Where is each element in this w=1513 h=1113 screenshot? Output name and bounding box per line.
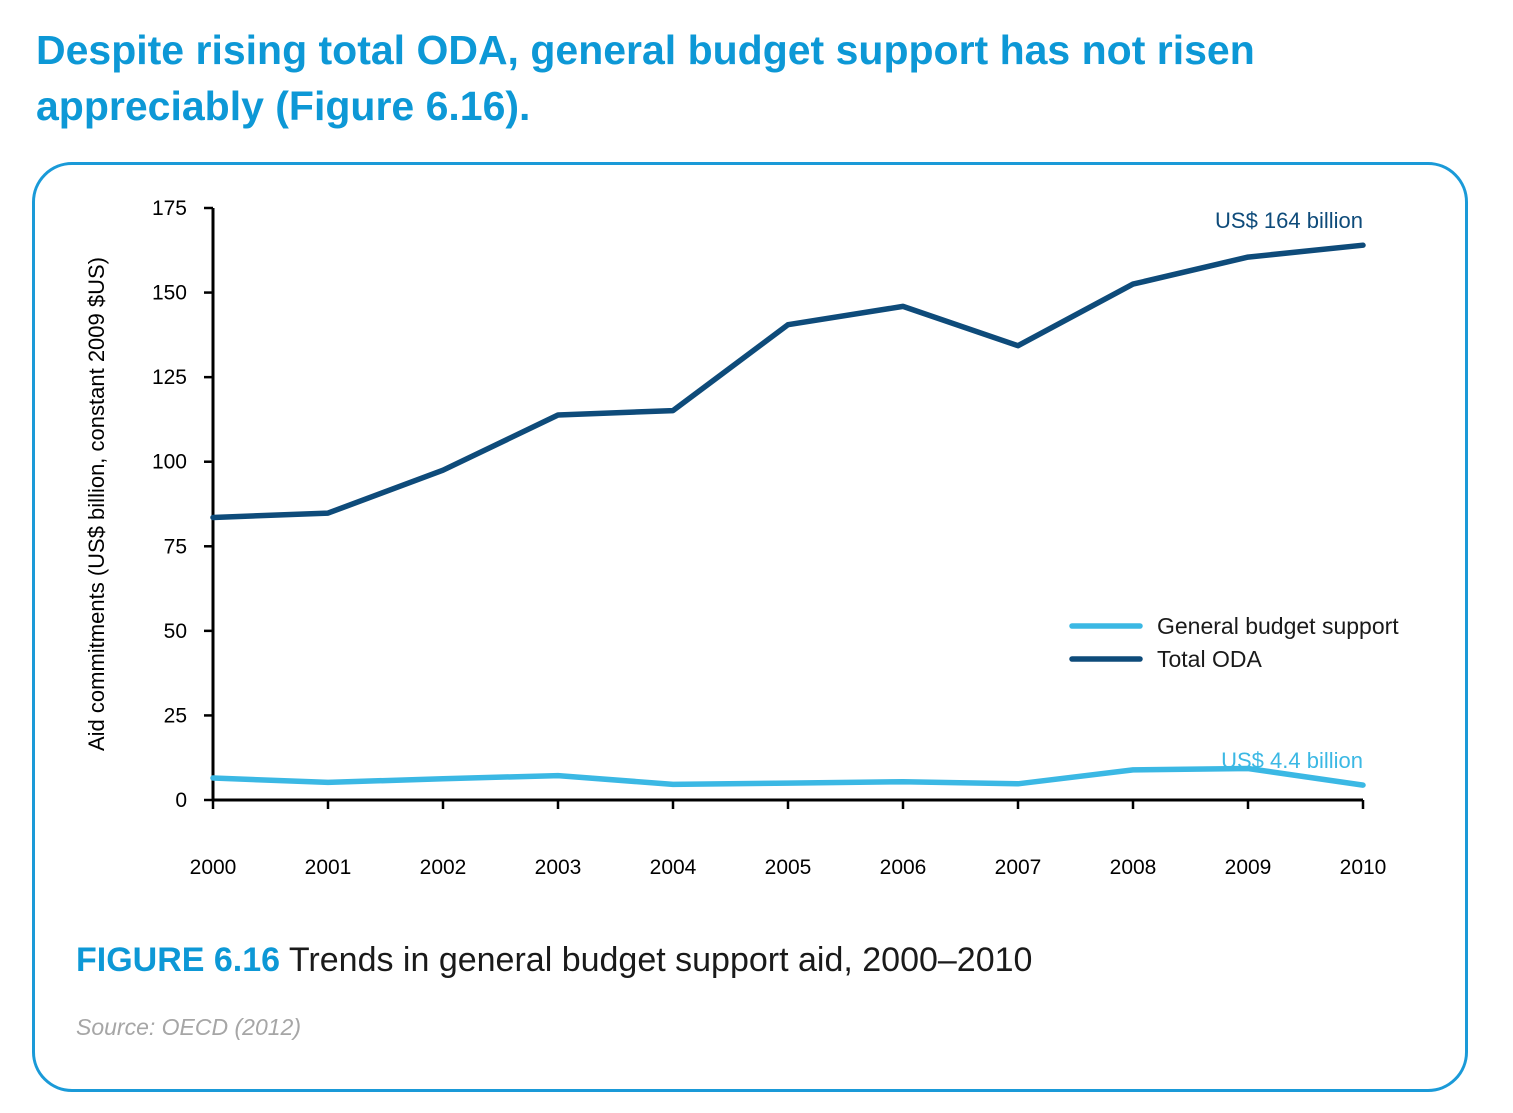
x-tick-label: 2006 [880,856,927,879]
y-tick-label: 75 [164,535,187,558]
series-line-general-budget-support [210,765,1366,788]
x-tick-label: 2000 [190,856,237,879]
data-point [787,323,790,326]
data-point [1017,782,1020,785]
x-axis: 2000 2001 2002 2003 2004 2005 2006 2007 2008 2009… [190,798,1387,879]
series-lines [210,242,1366,788]
data-point [672,409,675,412]
x-tick-label: 2003 [535,856,582,879]
data-point [1132,283,1135,286]
headline: Despite rising total ODA, general budget… [36,27,1255,129]
legend: General budget support Total ODA [1069,613,1399,672]
series-line-total-oda [210,242,1366,521]
figure-label: FIGURE 6.16 [76,941,281,979]
x-tick-label: 2002 [420,856,467,879]
data-point [557,774,560,777]
x-tick-label: 2005 [765,856,812,879]
figure-frame [32,162,1468,1092]
data-point [212,777,215,780]
data-point [787,782,790,785]
y-tick-label: 0 [175,789,187,812]
y-axis: 0 25 50 75 100 125 150 175 Aid commitments (US$ … [84,197,215,812]
x-tick-label: 2004 [650,856,697,879]
source-note: Source: OECD (2012) [76,1014,301,1040]
x-tick-label: 2001 [305,856,352,879]
data-point [442,469,445,472]
y-tick-label: 25 [164,704,187,727]
data-point [1362,784,1365,787]
y-tick-label: 150 [152,282,187,305]
y-tick-label: 100 [152,451,187,474]
data-point [1132,768,1135,771]
y-tick-label: 175 [152,197,187,220]
x-tick-label: 2008 [1110,856,1157,879]
y-axis-title: Aid commitments (US$ billion, constant 2… [84,257,109,751]
legend-label: Total ODA [1157,646,1262,672]
end-labels: US$ 4.4 billion US$ 164 billion [1215,208,1363,773]
y-tick-label: 50 [164,620,187,643]
data-point [327,781,330,784]
data-point [327,512,330,515]
data-point [1247,256,1250,259]
x-tick-label: 2009 [1225,856,1272,879]
figure-caption-text: Trends in general budget support aid, 20… [288,941,1033,979]
figure-caption: FIGURE 6.16 Trends in general budget sup… [76,938,1032,982]
x-tick-label: 2010 [1340,856,1387,879]
end-label: US$ 164 billion [1215,208,1363,233]
data-point [902,780,905,783]
data-point [902,305,905,308]
data-point [557,414,560,417]
data-point [672,783,675,786]
legend-label: General budget support [1157,613,1399,639]
data-point [1362,244,1365,247]
data-point [1017,344,1020,347]
data-point [442,777,445,780]
end-label: US$ 4.4 billion [1221,748,1363,773]
data-point [212,516,215,519]
y-tick-label: 125 [152,366,187,389]
x-tick-label: 2007 [995,856,1042,879]
